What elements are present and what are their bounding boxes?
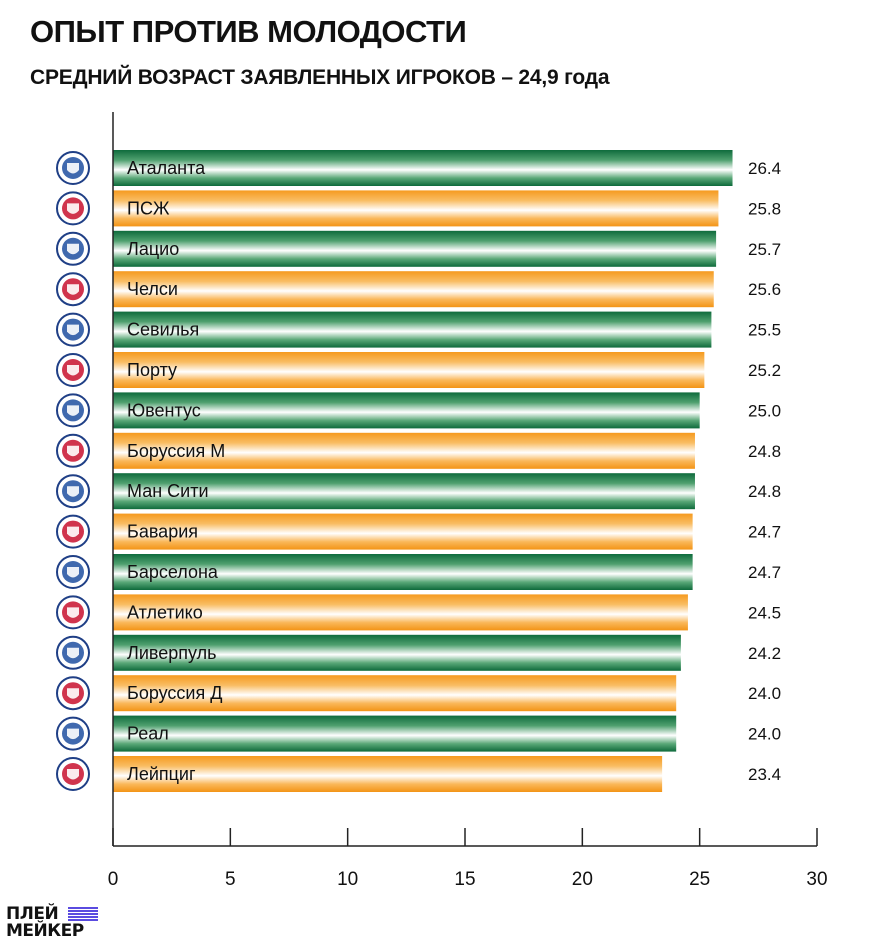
bar-category-label: Ювентус xyxy=(127,400,201,420)
bar-group: Ман Сити 24.8 xyxy=(113,473,781,510)
bar xyxy=(113,715,677,752)
bar-value-label: 24.7 xyxy=(748,523,781,542)
x-tick-label: 10 xyxy=(337,869,358,890)
bar-group: Барселона 24.7 xyxy=(113,554,781,590)
bar-group: Севилья 25.5 xyxy=(113,311,781,348)
bar-group: Челси 25.6 xyxy=(113,271,781,308)
bar-value-label: 25.8 xyxy=(748,199,781,218)
logo-line-2: МЕЙКЕР xyxy=(6,921,84,941)
bar-group: Реал 24.0 xyxy=(113,715,781,752)
bar xyxy=(113,554,693,590)
bar-category-label: Лацио xyxy=(127,239,179,259)
bar-group: Порту 25.2 xyxy=(113,352,781,388)
bar-value-label: 26.4 xyxy=(748,159,781,178)
bar-group: ПСЖ 25.8 xyxy=(113,190,781,227)
bar xyxy=(113,513,693,550)
lazio-crest-icon xyxy=(56,231,90,266)
bar-category-label: Атлетико xyxy=(127,602,203,622)
bar-group: Ювентус 25.0 xyxy=(113,392,781,429)
bar-group: Боруссия Д 24.0 xyxy=(113,675,781,712)
bar-value-label: 25.6 xyxy=(748,280,781,299)
x-tick-label: 20 xyxy=(572,869,593,890)
bar-category-label: Порту xyxy=(127,360,177,380)
bar-category-label: Лейпциг xyxy=(127,764,196,784)
bar-category-label: Севилья xyxy=(127,320,199,340)
bar-value-label: 24.0 xyxy=(748,684,781,703)
gladbach-crest-icon xyxy=(56,433,90,468)
bar xyxy=(113,675,677,712)
logo-stripes-icon xyxy=(68,907,98,921)
porto-crest-icon xyxy=(56,353,90,387)
bar-value-label: 25.0 xyxy=(748,401,781,420)
bar-value-label: 24.0 xyxy=(748,725,781,744)
bar-value-label: 23.4 xyxy=(748,765,781,784)
dortmund-crest-icon xyxy=(56,676,90,711)
bar-category-label: Ливерпуль xyxy=(127,643,216,663)
x-tick-label: 30 xyxy=(806,869,827,890)
x-tick-label: 5 xyxy=(225,869,236,890)
bar xyxy=(113,432,695,469)
page-title: ОПЫТ ПРОТИВ МОЛОДОСТИ xyxy=(30,14,467,49)
bar-category-label: Бавария xyxy=(127,522,198,542)
bar-group: Лейпциг 23.4 xyxy=(113,756,781,792)
bar-group: Ливерпуль 24.2 xyxy=(113,634,781,671)
bar-category-label: Челси xyxy=(127,279,178,299)
bar-category-label: Реал xyxy=(127,724,169,744)
bar-category-label: Аталанта xyxy=(127,158,206,178)
psg-crest-icon xyxy=(56,191,90,226)
bar xyxy=(113,634,681,671)
logo-line-1: ПЛЕЙ xyxy=(6,904,59,924)
bayern-crest-icon xyxy=(56,514,90,549)
page-subtitle: СРЕДНИЙ ВОЗРАСТ ЗАЯВЛЕННЫХ ИГРОКОВ – 24,… xyxy=(30,66,610,89)
real-madrid-crest-icon xyxy=(56,716,90,751)
bar xyxy=(113,311,712,348)
sevilla-crest-icon xyxy=(56,312,90,347)
atletico-crest-icon xyxy=(56,595,90,630)
playmaker-logo: ПЛЕЙ МЕЙКЕР xyxy=(6,906,102,946)
bar-value-label: 25.5 xyxy=(748,321,781,340)
bar-value-label: 24.2 xyxy=(748,644,781,663)
bar-value-label: 24.8 xyxy=(748,442,781,461)
x-tick-label: 25 xyxy=(689,869,710,890)
bar-value-label: 24.5 xyxy=(748,603,781,622)
atalanta-crest-icon xyxy=(56,151,90,185)
chelsea-crest-icon xyxy=(56,272,90,307)
bar-group: Атлетико 24.5 xyxy=(113,594,781,631)
liverpool-crest-icon xyxy=(56,635,90,670)
bar-category-label: Боруссия М xyxy=(127,441,225,461)
bar-category-label: ПСЖ xyxy=(127,198,170,218)
bar xyxy=(113,756,663,792)
bar-value-label: 25.7 xyxy=(748,240,781,259)
bar-category-label: Ман Сити xyxy=(127,481,209,501)
bar xyxy=(113,190,719,227)
bar xyxy=(113,271,714,308)
barcelona-crest-icon xyxy=(56,555,90,589)
bar xyxy=(113,230,717,267)
bar-value-label: 24.7 xyxy=(748,563,781,582)
leipzig-crest-icon xyxy=(56,757,90,791)
bar-group: Бавария 24.7 xyxy=(113,513,781,550)
bar-group: Боруссия М 24.8 xyxy=(113,432,781,469)
x-tick-label: 0 xyxy=(108,869,119,890)
bar-value-label: 24.8 xyxy=(748,482,781,501)
bar xyxy=(113,392,700,429)
juventus-crest-icon xyxy=(56,393,90,428)
bar xyxy=(113,473,695,510)
bar-value-label: 25.2 xyxy=(748,361,781,380)
bar xyxy=(113,594,688,631)
bar-group: Аталанта 26.4 xyxy=(113,150,781,186)
bar-category-label: Барселона xyxy=(127,562,219,582)
bar-chart: Аталанта 26.4 ПСЖ 25.8 Лацио 25.7 Челси 25.6 Сев… xyxy=(56,112,828,890)
bar-category-label: Боруссия Д xyxy=(127,683,222,703)
x-tick-label: 15 xyxy=(454,869,475,890)
man-city-crest-icon xyxy=(56,474,90,509)
bar-group: Лацио 25.7 xyxy=(113,230,781,267)
bar xyxy=(113,352,705,388)
bar xyxy=(113,150,733,186)
